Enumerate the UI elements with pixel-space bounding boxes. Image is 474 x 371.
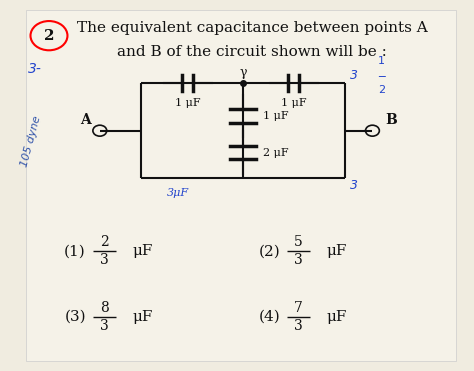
Text: 3: 3 xyxy=(350,69,358,82)
Text: μF: μF xyxy=(132,244,153,258)
Text: 3: 3 xyxy=(294,319,303,333)
Text: 3μF: 3μF xyxy=(167,188,190,198)
Text: 3: 3 xyxy=(100,253,109,267)
Text: 105 dyne: 105 dyne xyxy=(19,115,42,168)
Text: 2: 2 xyxy=(378,85,385,95)
Text: 1 μF: 1 μF xyxy=(263,111,288,121)
Text: 1 μF: 1 μF xyxy=(175,98,201,108)
Text: 8: 8 xyxy=(100,301,109,315)
Text: (4): (4) xyxy=(258,310,280,324)
Text: γ: γ xyxy=(239,66,247,79)
Text: The equivalent capacitance between points A: The equivalent capacitance between point… xyxy=(77,22,428,35)
Text: 1 μF: 1 μF xyxy=(281,98,307,108)
Text: (2): (2) xyxy=(258,244,280,258)
Text: 2 μF: 2 μF xyxy=(263,148,288,158)
Text: 5: 5 xyxy=(294,235,303,249)
Text: ─: ─ xyxy=(378,71,385,81)
Text: and B of the circuit shown will be :: and B of the circuit shown will be : xyxy=(118,45,387,59)
Text: μF: μF xyxy=(132,310,153,324)
Text: μF: μF xyxy=(326,244,346,258)
Text: 2: 2 xyxy=(100,235,109,249)
Text: μF: μF xyxy=(326,310,346,324)
Text: B: B xyxy=(385,113,397,127)
Text: A: A xyxy=(81,113,91,127)
Text: 2: 2 xyxy=(44,29,54,43)
Text: (3): (3) xyxy=(64,310,86,324)
Text: 1: 1 xyxy=(378,56,385,66)
Text: 3: 3 xyxy=(350,179,358,192)
Text: (1): (1) xyxy=(64,244,86,258)
Text: 3: 3 xyxy=(100,319,109,333)
Text: 7: 7 xyxy=(294,301,303,315)
Text: 3-: 3- xyxy=(28,62,42,76)
Text: 3: 3 xyxy=(294,253,303,267)
